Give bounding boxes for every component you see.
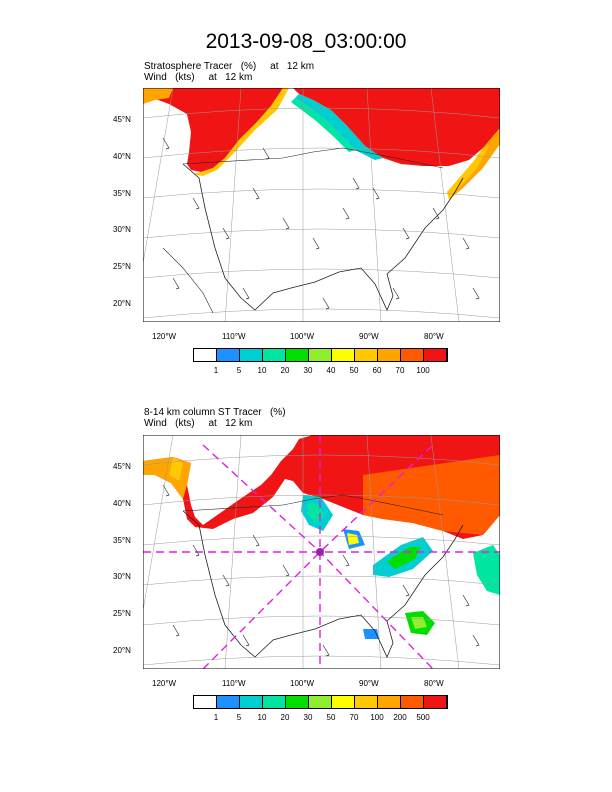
colorbar-swatch: [424, 349, 447, 361]
colorbar-tick-label: 40: [326, 366, 336, 375]
colorbar-tick-label: 10: [257, 366, 267, 375]
panel2-lon-label: 100°W: [290, 679, 315, 688]
colorbar-swatch: [378, 349, 401, 361]
colorbar-tick-label: 30: [303, 713, 313, 722]
colorbar-tick-label: 5: [236, 713, 242, 722]
colorbar-tick-label: 30: [303, 366, 313, 375]
colorbar-swatch: [286, 349, 309, 361]
panel1-subtitle-line1: Stratosphere Tracer (%) at 12 km: [144, 61, 315, 72]
colorbar-swatch: [217, 696, 240, 708]
colorbar-tick-label: 60: [372, 366, 382, 375]
panel2-lon-label: 80°W: [424, 679, 444, 688]
colorbar-swatch: [217, 349, 240, 361]
colorbar-swatch: [309, 349, 332, 361]
panel2-lon-label: 110°W: [222, 679, 246, 688]
panel1-lon-label: 80°W: [424, 332, 444, 341]
colorbar-swatch: [194, 696, 217, 708]
colorbar-tick-label: 1: [213, 713, 219, 722]
panel2-lat-label: 35°N: [113, 536, 131, 545]
panel1-lon-label: 110°W: [222, 332, 246, 341]
colorbar-tick-label: 50: [326, 713, 336, 722]
colorbar-tick-label: 10: [257, 713, 267, 722]
colorbar-tick-label: 70: [349, 713, 359, 722]
panel1-lat-label: 35°N: [113, 189, 131, 198]
panel1-map: [143, 88, 500, 322]
colorbar-swatch: [240, 696, 263, 708]
plot-title: 2013-09-08_03:00:00: [205, 30, 407, 53]
panel1-lat-label: 40°N: [113, 152, 131, 161]
colorbar-swatch: [355, 696, 378, 708]
panel1-tracer-nw: [143, 88, 283, 172]
panel1-lat-label: 25°N: [113, 262, 131, 271]
colorbar-tick-label: 50: [349, 366, 359, 375]
panel1-lat-label: 20°N: [113, 299, 131, 308]
panel2-lat-label: 40°N: [113, 499, 131, 508]
colorbar-tick-label: 70: [395, 366, 405, 375]
colorbar-swatch: [401, 349, 424, 361]
colorbar-swatch: [263, 696, 286, 708]
panel2-map: [143, 435, 500, 669]
colorbar-swatch: [355, 349, 378, 361]
colorbar-swatch: [194, 349, 217, 361]
panel1-lat-label: 45°N: [113, 115, 131, 124]
panel1-tracer-ne: [293, 88, 500, 166]
panel2-lat-label: 20°N: [113, 646, 131, 655]
colorbar-tick-label: 100: [416, 366, 430, 375]
panel2-lat-label: 45°N: [113, 462, 131, 471]
colorbar-tick-label: 20: [280, 366, 290, 375]
panel2-subtitle-line2: Wind (kts) at 12 km: [144, 418, 253, 429]
panel2-colorbar: [193, 695, 448, 709]
colorbar-tick-label: 1: [213, 366, 219, 375]
colorbar-swatch: [263, 349, 286, 361]
colorbar-tick-label: 500: [416, 713, 430, 722]
colorbar-swatch: [378, 696, 401, 708]
colorbar-swatch: [332, 696, 355, 708]
panel1-lon-label: 90°W: [359, 332, 379, 341]
panel2-lat-label: 30°N: [113, 572, 131, 581]
colorbar-swatch: [309, 696, 332, 708]
colorbar-swatch: [424, 696, 447, 708]
colorbar-swatch: [240, 349, 263, 361]
colorbar-swatch: [401, 696, 424, 708]
panel1-lon-label: 100°W: [290, 332, 315, 341]
panel2-subtitle-line1: 8-14 km column ST Tracer (%): [144, 407, 286, 418]
panel1-lat-label: 30°N: [113, 225, 131, 234]
colorbar-tick-label: 20: [280, 713, 290, 722]
panel2-lat-label: 25°N: [113, 609, 131, 618]
panel1-colorbar: [193, 348, 448, 362]
colorbar-tick-label: 100: [370, 713, 384, 722]
colorbar-tick-label: 200: [393, 713, 407, 722]
panel2-lon-label: 120°W: [152, 679, 177, 688]
panel1-subtitle-line2: Wind (kts) at 12 km: [144, 72, 253, 83]
colorbar-tick-label: 5: [236, 366, 242, 375]
colorbar-swatch: [332, 349, 355, 361]
panel1-lon-label: 120°W: [152, 332, 177, 341]
panel2-lon-label: 90°W: [359, 679, 379, 688]
colorbar-swatch: [286, 696, 309, 708]
